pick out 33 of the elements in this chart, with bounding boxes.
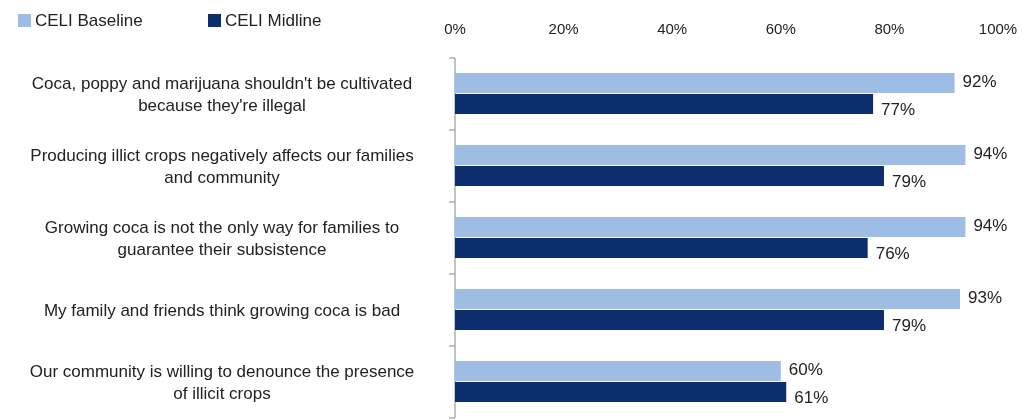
bar bbox=[455, 238, 868, 258]
y-tick-label: My family and friends think growing coca is bad bbox=[43, 301, 401, 320]
text: 93% bbox=[967, 287, 1003, 307]
y-tick-label: Growing coca is not the only way for families to guarantee their subsistence bbox=[44, 218, 400, 259]
text: 77% bbox=[881, 99, 916, 119]
legend-label: CELI Baseline bbox=[35, 11, 143, 30]
bar bbox=[455, 289, 960, 309]
y-tick-label: Producing illict crops negatively affects our families and community bbox=[30, 146, 414, 187]
x-tick-label: 60% bbox=[765, 20, 796, 37]
text: 92% bbox=[962, 71, 997, 91]
x-tick-label: 0% bbox=[444, 20, 466, 37]
bar bbox=[455, 73, 955, 93]
bar bbox=[455, 94, 874, 114]
bar bbox=[455, 145, 966, 165]
bar bbox=[455, 382, 787, 402]
x-tick-label: 100% bbox=[978, 20, 1018, 37]
text: 94% bbox=[973, 143, 1008, 163]
text: 76% bbox=[875, 243, 910, 263]
text: 61% bbox=[794, 387, 829, 407]
text: 79% bbox=[891, 315, 926, 335]
bar bbox=[455, 310, 884, 330]
legend-label: CELI Midline bbox=[225, 11, 322, 30]
y-tick-label: Coca, poppy and marijuana shouldn't be cultivated because they're illegal bbox=[31, 74, 413, 115]
text: 79% bbox=[891, 171, 926, 191]
text: 60% bbox=[788, 359, 823, 379]
x-tick-label: 80% bbox=[874, 20, 905, 37]
bar bbox=[455, 217, 966, 237]
x-tick-label: 40% bbox=[657, 20, 688, 37]
bar bbox=[455, 361, 781, 381]
text: 94% bbox=[973, 215, 1008, 235]
x-tick-label: 20% bbox=[548, 20, 579, 37]
y-tick-label: Our community is willing to denounce the presence of illicit crops bbox=[29, 362, 415, 403]
bar bbox=[455, 166, 884, 186]
